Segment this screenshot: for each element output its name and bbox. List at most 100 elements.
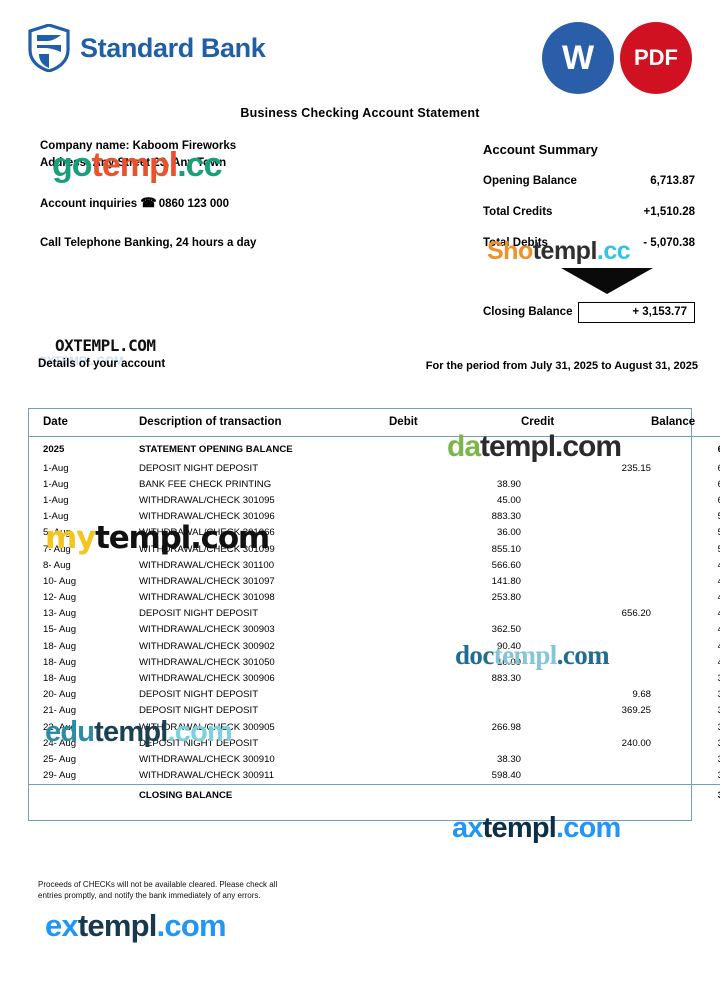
cell-description: WITHDRAWAL/CHECK 301099 <box>139 543 275 555</box>
cell-date: 29- Aug <box>43 770 77 782</box>
column-header-balance: Balance <box>651 409 720 437</box>
summary-value-closing-balance: + 3,153.77 <box>578 302 695 323</box>
cell-date: 1-Aug <box>43 478 69 490</box>
table-row[interactable]: 20- Aug DEPOSIT NIGHT DEPOSIT 9.683,448.20 <box>29 687 720 703</box>
cell-date: 18- Aug <box>43 640 77 652</box>
oxtempl-watermark: OXTEMPL.COM <box>55 336 156 355</box>
column-header-description: Description of transaction <box>139 409 389 437</box>
cell-description: WITHDRAWAL/CHECK 301095 <box>139 494 275 506</box>
summary-label-opening-balance: Opening Balance <box>483 175 577 187</box>
cell-credit: 656.20 <box>621 608 651 620</box>
summary-label-total-credits: Total Credits <box>483 206 553 218</box>
cell-debit <box>389 783 521 806</box>
summary-row-closing-balance: Closing Balance + 3,153.77 <box>483 302 695 323</box>
table-row[interactable]: 10- Aug WITHDRAWAL/CHECK 301097 141.80 4,38… <box>29 573 720 589</box>
cell-credit <box>521 437 651 461</box>
cell-description: WITHDRAWAL/CHECK 300910 <box>139 753 275 765</box>
cell-description: WITHDRAWAL/CHECK 300906 <box>139 673 275 685</box>
cell-date: 10- Aug <box>43 575 77 587</box>
cell-balance: 4,321.82 <box>651 654 720 670</box>
table-row[interactable]: 18- Aug WITHDRAWAL/CHECK 300906 883.30 3,43… <box>29 670 720 686</box>
table-row[interactable]: 24- Aug DEPOSIT NIGHT DEPOSIT 240.003,790.… <box>29 735 720 751</box>
cell-debit: 362.50 <box>491 624 521 636</box>
cell-balance: 4,382.32 <box>651 573 720 589</box>
table-row[interactable]: 15- Aug WITHDRAWAL/CHECK 300903 362.50 4,42… <box>29 622 720 638</box>
cell-balance: 6,910.12 <box>651 476 720 492</box>
summary-value-opening-balance: 6,713.87 <box>650 175 695 187</box>
cell-description: BANK FEE CHECK PRINTING <box>139 478 272 490</box>
bank-name: Standard Bank <box>80 32 266 63</box>
table-row[interactable]: 13- Aug DEPOSIT NIGHT DEPOSIT 656.204,784.… <box>29 606 720 622</box>
cell-credit <box>521 654 651 670</box>
cell-credit <box>521 557 651 573</box>
cell-date: 18- Aug <box>43 656 77 668</box>
table-row[interactable]: 8- Aug WITHDRAWAL/CHECK 301100 566.60 4,524… <box>29 557 720 573</box>
cell-credit <box>521 541 651 557</box>
cell-debit <box>389 460 521 476</box>
table-row[interactable]: 22- Aug WITHDRAWAL/CHECK 300905 266.98 3,55… <box>29 719 720 735</box>
cell-date: 25- Aug <box>43 753 77 765</box>
cell-balance: 4,784.72 <box>651 606 720 622</box>
table-row-opening-balance[interactable]: 2025 STATEMENT OPENING BALANCE 6,713.87 <box>29 437 720 461</box>
table-row[interactable]: 18- Aug WITHDRAWAL/CHECK 300902 90.40 4,331… <box>29 638 720 654</box>
summary-value-total-credits: +1,510.28 <box>643 206 695 218</box>
cell-credit <box>521 573 651 589</box>
table-header-row: Date Description of transaction Debit Cr… <box>29 409 720 437</box>
cell-debit: 141.80 <box>491 575 521 587</box>
watermark-extempl-part-3: .com <box>156 908 227 943</box>
cell-balance: 3,153.77 <box>651 783 720 806</box>
page-header: Standard Bank W PDF <box>0 22 720 102</box>
cell-credit: 369.25 <box>621 705 651 717</box>
column-header-date: Date <box>29 409 139 437</box>
cell-debit: 38.30 <box>496 753 521 765</box>
cell-balance: 5,090.72 <box>651 541 720 557</box>
cell-description: DEPOSIT NIGHT DEPOSIT <box>139 689 259 701</box>
cell-balance: 6,865.12 <box>651 492 720 508</box>
table-row[interactable]: 21- Aug DEPOSIT NIGHT DEPOSIT 369.253,817.… <box>29 703 720 719</box>
pdf-badge-icon[interactable]: PDF <box>620 22 692 94</box>
table-row[interactable]: 1-Aug WITHDRAWAL/CHECK 301095 45.00 6,865.1… <box>29 492 720 508</box>
details-heading: Details of your account <box>38 358 166 370</box>
table-row[interactable]: 1-Aug DEPOSIT NIGHT DEPOSIT 235.156,949.02 <box>29 460 720 476</box>
cell-description: WITHDRAWAL/CHECK 300905 <box>139 721 275 733</box>
cell-balance: 3,438.52 <box>651 670 720 686</box>
account-inquiries-line: Account inquiries ☎ 0860 123 000 <box>40 194 370 213</box>
table-row[interactable]: 5- Aug WITHDRAWAL/CHECK 301066 36.00 5,945.… <box>29 525 720 541</box>
cell-date: 1-Aug <box>43 462 69 474</box>
summary-row-total-credits: Total Credits +1,510.28 <box>483 206 695 218</box>
table-row-closing-balance[interactable]: CLOSING BALANCE 3,153.77 <box>29 783 720 806</box>
statement-period: For the period from July 31, 2025 to Aug… <box>425 360 698 372</box>
format-badges: W PDF <box>542 22 692 94</box>
table-spacer-row <box>29 806 720 820</box>
cell-description: WITHDRAWAL/CHECK 300911 <box>139 770 275 782</box>
cell-date: 8- Aug <box>43 559 71 571</box>
cell-date: 13- Aug <box>43 608 77 620</box>
cell-credit <box>521 638 651 654</box>
table-row[interactable]: 1-Aug WITHDRAWAL/CHECK 301096 883.30 5,981.… <box>29 509 720 525</box>
cell-credit <box>521 476 651 492</box>
summary-label-closing-balance: Closing Balance <box>483 306 573 318</box>
cell-balance: 4,524.12 <box>651 557 720 573</box>
transactions-table-wrapper: Date Description of transaction Debit Cr… <box>28 408 720 821</box>
cell-credit <box>521 590 651 606</box>
summary-value-total-debits: - 5,070.38 <box>643 237 695 249</box>
table-row[interactable]: 12- Aug WITHDRAWAL/CHECK 301098 253.80 4,12… <box>29 590 720 606</box>
account-inquiries-label: Account inquiries <box>40 198 138 210</box>
table-row[interactable]: 18- Aug WITHDRAWAL/CHECK 301050 10.00 4,321… <box>29 654 720 670</box>
table-row[interactable]: 1-Aug BANK FEE CHECK PRINTING 38.90 6,910.1… <box>29 476 720 492</box>
company-name-line: Company name: Kaboom Fireworks <box>40 140 237 152</box>
cell-balance: 3,550.47 <box>651 719 720 735</box>
table-row[interactable]: 29- Aug WITHDRAWAL/CHECK 300911 598.40 3,15… <box>29 768 720 785</box>
cell-balance: 6,949.02 <box>651 460 720 476</box>
table-row[interactable]: 25- Aug WITHDRAWAL/CHECK 300910 38.30 3,752… <box>29 751 720 767</box>
cell-description: WITHDRAWAL/CHECK 301100 <box>139 559 275 571</box>
table-row[interactable]: 7- Aug WITHDRAWAL/CHECK 301099 855.10 5,090… <box>29 541 720 557</box>
cell-debit: 10.00 <box>496 656 521 668</box>
watermark-extempl-part-2: templ <box>77 908 157 943</box>
cell-debit: 566.60 <box>491 559 521 571</box>
column-header-credit: Credit <box>521 409 651 437</box>
word-badge-icon[interactable]: W <box>542 22 614 94</box>
cell-debit: 45.00 <box>496 494 521 506</box>
cell-description: WITHDRAWAL/CHECK 300902 <box>139 640 275 652</box>
